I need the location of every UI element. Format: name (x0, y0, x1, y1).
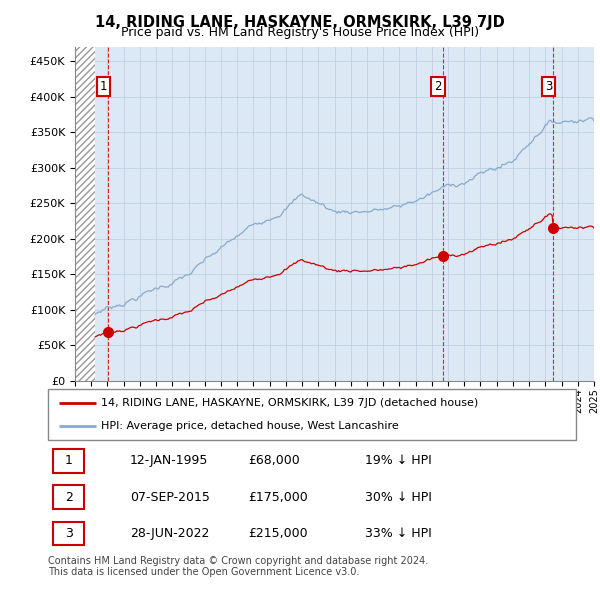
Bar (53, 522, 84, 545)
Text: 1: 1 (100, 80, 107, 93)
Text: 1: 1 (65, 454, 73, 467)
Text: 3: 3 (545, 80, 552, 93)
Bar (75, 47, 95, 381)
Text: 14, RIDING LANE, HASKAYNE, ORMSKIRK, L39 7JD: 14, RIDING LANE, HASKAYNE, ORMSKIRK, L39… (95, 15, 505, 30)
Text: £68,000: £68,000 (248, 454, 301, 467)
Text: HPI: Average price, detached house, West Lancashire: HPI: Average price, detached house, West… (101, 421, 398, 431)
Text: 2: 2 (65, 490, 73, 504)
Text: 33% ↓ HPI: 33% ↓ HPI (365, 527, 431, 540)
Text: 12-JAN-1995: 12-JAN-1995 (130, 454, 208, 467)
Bar (53, 485, 84, 509)
Text: Contains HM Land Registry data © Crown copyright and database right 2024.
This d: Contains HM Land Registry data © Crown c… (48, 556, 428, 578)
Text: 19% ↓ HPI: 19% ↓ HPI (365, 454, 431, 467)
Text: 30% ↓ HPI: 30% ↓ HPI (365, 490, 431, 504)
Text: £215,000: £215,000 (248, 527, 308, 540)
Text: 14, RIDING LANE, HASKAYNE, ORMSKIRK, L39 7JD (detached house): 14, RIDING LANE, HASKAYNE, ORMSKIRK, L39… (101, 398, 478, 408)
Text: 07-SEP-2015: 07-SEP-2015 (130, 490, 210, 504)
Bar (53, 449, 84, 473)
Text: 28-JUN-2022: 28-JUN-2022 (130, 527, 209, 540)
Text: 2: 2 (434, 80, 442, 93)
Text: £175,000: £175,000 (248, 490, 308, 504)
Text: Price paid vs. HM Land Registry's House Price Index (HPI): Price paid vs. HM Land Registry's House … (121, 26, 479, 39)
Text: 3: 3 (65, 527, 73, 540)
